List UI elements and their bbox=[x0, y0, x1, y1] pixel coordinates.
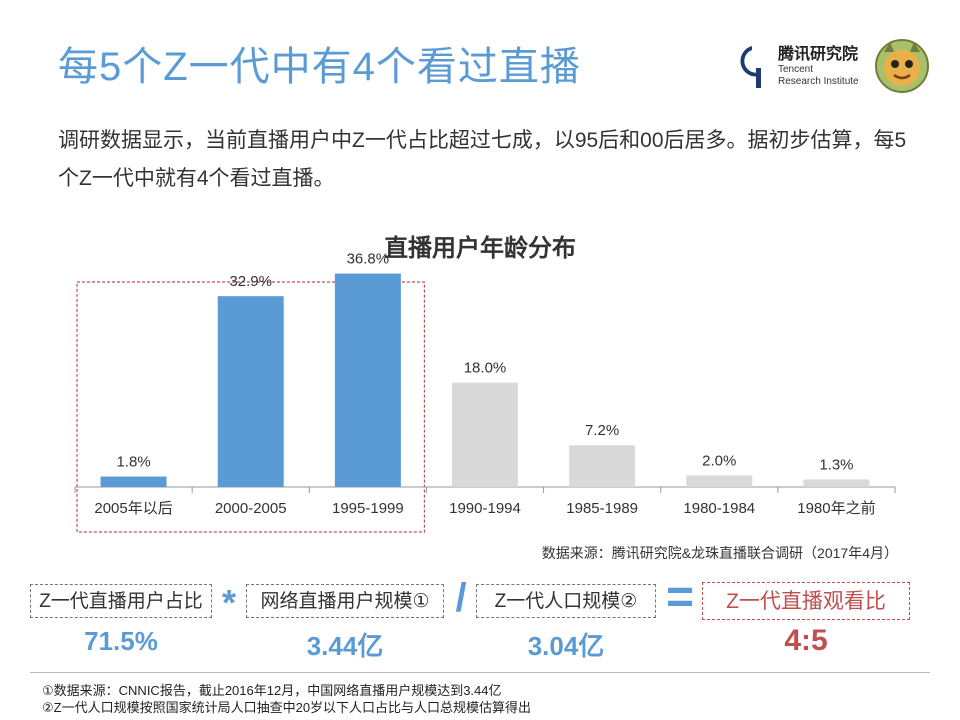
x-tick-label: 1995-1999 bbox=[332, 500, 404, 517]
formula-term-3-value: 3.04亿 bbox=[527, 631, 605, 661]
brand-block: 腾讯研究院 Tencent Research Institute bbox=[732, 38, 932, 98]
footnote-divider bbox=[30, 672, 930, 673]
formula-term-2-value: 3.44亿 bbox=[306, 631, 384, 661]
tencent-research-logo-icon bbox=[740, 46, 761, 88]
x-tick-label: 1990-1994 bbox=[449, 500, 521, 517]
equals-operator: = bbox=[665, 571, 695, 624]
multiply-operator: * bbox=[221, 582, 236, 623]
formula-term-1-label: Z一代直播用户占比 bbox=[30, 584, 212, 618]
brand-en-line1: Tencent bbox=[778, 64, 814, 75]
bar-value-label: 1.8% bbox=[116, 454, 150, 471]
x-tick-label: 1980-1984 bbox=[683, 500, 755, 517]
bar bbox=[686, 475, 753, 487]
bar-value-label: 18.0% bbox=[464, 360, 507, 377]
formula-term-2-label: 网络直播用户规模① bbox=[246, 584, 444, 618]
highlight-frame bbox=[76, 281, 426, 533]
bar bbox=[803, 479, 870, 487]
bar-value-label: 32.9% bbox=[229, 273, 272, 290]
formula-term-1-value: 71.5% bbox=[84, 626, 158, 656]
x-tick-label: 2005年以后 bbox=[94, 500, 172, 517]
page-title: 每5个Z一代中有4个看过直播 bbox=[58, 45, 581, 89]
bar bbox=[100, 476, 167, 487]
bar bbox=[334, 273, 401, 487]
source-note: 数据来源：腾讯研究院&龙珠直播联合调研（2017年4月） bbox=[541, 545, 898, 561]
brand-en-line2: Research Institute bbox=[778, 76, 859, 87]
x-tick-label: 1980年之前 bbox=[797, 500, 875, 517]
brand-name: 腾讯研究院 bbox=[778, 46, 859, 63]
formula-term-3-label: Z一代人口规模② bbox=[476, 584, 656, 618]
mascot-icon bbox=[875, 39, 929, 93]
footnote-1: ①数据来源：CNNIC报告，截止2016年12月，中国网络直播用户规模达到3.4… bbox=[42, 683, 502, 698]
bar-value-label: 2.0% bbox=[702, 452, 736, 469]
bar-value-label: 7.2% bbox=[585, 422, 619, 439]
formula-result-value: 4:5 bbox=[784, 624, 828, 657]
x-tick-label: 1985-1989 bbox=[566, 500, 638, 517]
bar bbox=[217, 296, 284, 487]
formula-result-label: Z一代直播观看比 bbox=[702, 582, 910, 620]
bar bbox=[569, 445, 636, 487]
x-tick-label: 2000-2005 bbox=[215, 500, 287, 517]
bar bbox=[452, 382, 518, 487]
footnote-2: ②Z一代人口规模按照国家统计局人口抽查中20岁以下人口占比与人口总规模估算得出 bbox=[42, 700, 532, 715]
bar-value-label: 1.3% bbox=[819, 456, 853, 473]
bar-value-label: 36.8% bbox=[347, 251, 390, 268]
chart-title: 直播用户年龄分布 bbox=[384, 235, 576, 262]
intro-paragraph: 调研数据显示，当前直播用户中Z一代占比超过七成，以95后和00后居多。据初步估算… bbox=[58, 129, 907, 190]
divide-operator: / bbox=[455, 576, 467, 620]
